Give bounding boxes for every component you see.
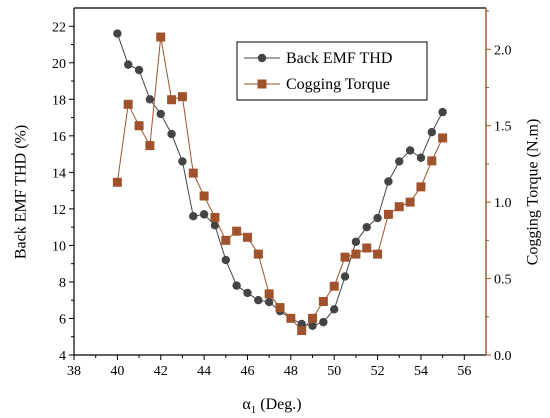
point-back-emf-thd — [145, 95, 155, 104]
point-cogging-torque — [145, 141, 155, 151]
y-left-tick-label: 18 — [52, 93, 66, 108]
point-back-emf-thd — [340, 272, 350, 281]
point-cogging-torque — [329, 281, 339, 291]
point-back-emf-thd — [254, 296, 263, 305]
legend-label-cogging: Cogging Torque — [286, 76, 390, 93]
point-back-emf-thd — [308, 321, 317, 330]
y-left-tick-label: 8 — [59, 276, 66, 291]
point-cogging-torque — [438, 133, 448, 143]
y-axis-right-title: Cogging Torque (N.m) — [525, 119, 542, 266]
point-cogging-torque — [264, 289, 274, 299]
point-back-emf-thd — [232, 281, 241, 290]
y-right-tick-label: 1.0 — [494, 196, 512, 211]
y-right-tick-label: 1.5 — [494, 120, 512, 135]
point-cogging-torque — [383, 209, 393, 219]
y-left-tick-label: 14 — [52, 166, 66, 181]
point-cogging-torque — [340, 252, 350, 262]
x-tick-label: 48 — [284, 364, 298, 379]
point-cogging-torque — [242, 232, 252, 242]
point-cogging-torque — [416, 182, 426, 192]
y-right-tick-label: 0.0 — [494, 349, 512, 364]
point-cogging-torque — [427, 156, 437, 166]
point-back-emf-thd — [167, 129, 176, 139]
point-back-emf-thd — [319, 317, 328, 327]
y-right-tick-label: 0.5 — [494, 273, 512, 288]
x-tick-label: 50 — [327, 364, 341, 379]
point-back-emf-thd — [373, 213, 382, 223]
point-cogging-torque — [394, 202, 404, 212]
point-back-emf-thd — [427, 127, 436, 137]
point-back-emf-thd — [416, 153, 426, 162]
point-cogging-torque — [318, 297, 328, 306]
x-tick-label: 56 — [457, 364, 471, 379]
point-cogging-torque — [373, 249, 383, 259]
y-axis-left-title: Back EMF THD (%) — [13, 125, 30, 259]
y-left-tick-label: 4 — [59, 349, 66, 364]
legend-box — [236, 41, 428, 101]
x-axis-title-subscript: 1 — [251, 404, 257, 416]
point-back-emf-thd — [362, 222, 371, 232]
x-axis-title-main: α — [242, 396, 251, 413]
point-back-emf-thd — [330, 305, 339, 314]
y-right-tick-label: 2.0 — [494, 43, 512, 58]
point-cogging-torque — [167, 95, 177, 105]
point-back-emf-thd — [124, 60, 133, 69]
x-tick-label: 46 — [240, 364, 254, 379]
point-cogging-torque — [232, 226, 242, 236]
point-back-emf-thd — [199, 210, 209, 219]
point-cogging-torque — [221, 235, 231, 245]
legend-marker-cogging — [257, 79, 267, 89]
point-cogging-torque — [362, 243, 372, 253]
series-layer — [112, 29, 448, 336]
point-cogging-torque — [210, 212, 220, 222]
point-cogging-torque — [199, 191, 209, 201]
point-back-emf-thd — [395, 157, 404, 166]
point-back-emf-thd — [113, 29, 122, 38]
x-tick-label: 54 — [414, 364, 428, 379]
point-back-emf-thd — [351, 237, 361, 246]
point-cogging-torque — [253, 249, 263, 259]
point-back-emf-thd — [384, 177, 393, 186]
point-cogging-torque — [123, 99, 133, 109]
y-left-tick-label: 10 — [52, 239, 66, 254]
x-tick-label: 38 — [67, 364, 81, 379]
point-cogging-torque — [297, 326, 307, 336]
point-back-emf-thd — [178, 157, 187, 166]
axes: 38 40 42 44 46 48 50 52 54 56468101214161820220.0… — [52, 7, 512, 379]
point-cogging-torque — [405, 197, 415, 207]
x-tick-label: 52 — [371, 364, 385, 379]
point-cogging-torque — [112, 177, 122, 187]
point-back-emf-thd — [264, 297, 274, 307]
point-cogging-torque — [308, 313, 318, 323]
point-back-emf-thd — [156, 109, 165, 119]
point-back-emf-thd — [438, 107, 447, 117]
point-cogging-torque — [134, 121, 144, 131]
x-tick-label: 44 — [197, 364, 211, 379]
point-cogging-torque — [286, 313, 296, 323]
y-left-tick-label: 16 — [52, 130, 66, 145]
legend-label-back-emf: Back EMF THD — [286, 50, 392, 67]
y-left-tick-label: 22 — [52, 20, 66, 35]
y-left-tick-label: 12 — [52, 203, 66, 218]
point-back-emf-thd — [210, 221, 220, 230]
point-back-emf-thd — [405, 146, 415, 155]
x-tick-label: 40 — [110, 364, 124, 379]
x-axis-title-rest: (Deg.) — [256, 396, 301, 413]
point-cogging-torque — [351, 249, 361, 259]
point-cogging-torque — [156, 32, 166, 42]
x-axis-title: α1 (Deg.) — [242, 396, 301, 416]
point-cogging-torque — [177, 92, 187, 102]
point-back-emf-thd — [189, 212, 198, 221]
legend-marker-back-emf — [257, 53, 267, 63]
x-tick-label: 42 — [154, 364, 168, 379]
point-cogging-torque — [188, 168, 198, 178]
point-cogging-torque — [275, 303, 285, 313]
legend: Back EMF THD Cogging Torque — [236, 41, 428, 101]
point-back-emf-thd — [243, 288, 252, 298]
point-back-emf-thd — [134, 65, 144, 75]
y-left-tick-label: 6 — [59, 312, 66, 327]
y-left-tick-label: 20 — [52, 57, 66, 72]
point-back-emf-thd — [221, 255, 230, 265]
